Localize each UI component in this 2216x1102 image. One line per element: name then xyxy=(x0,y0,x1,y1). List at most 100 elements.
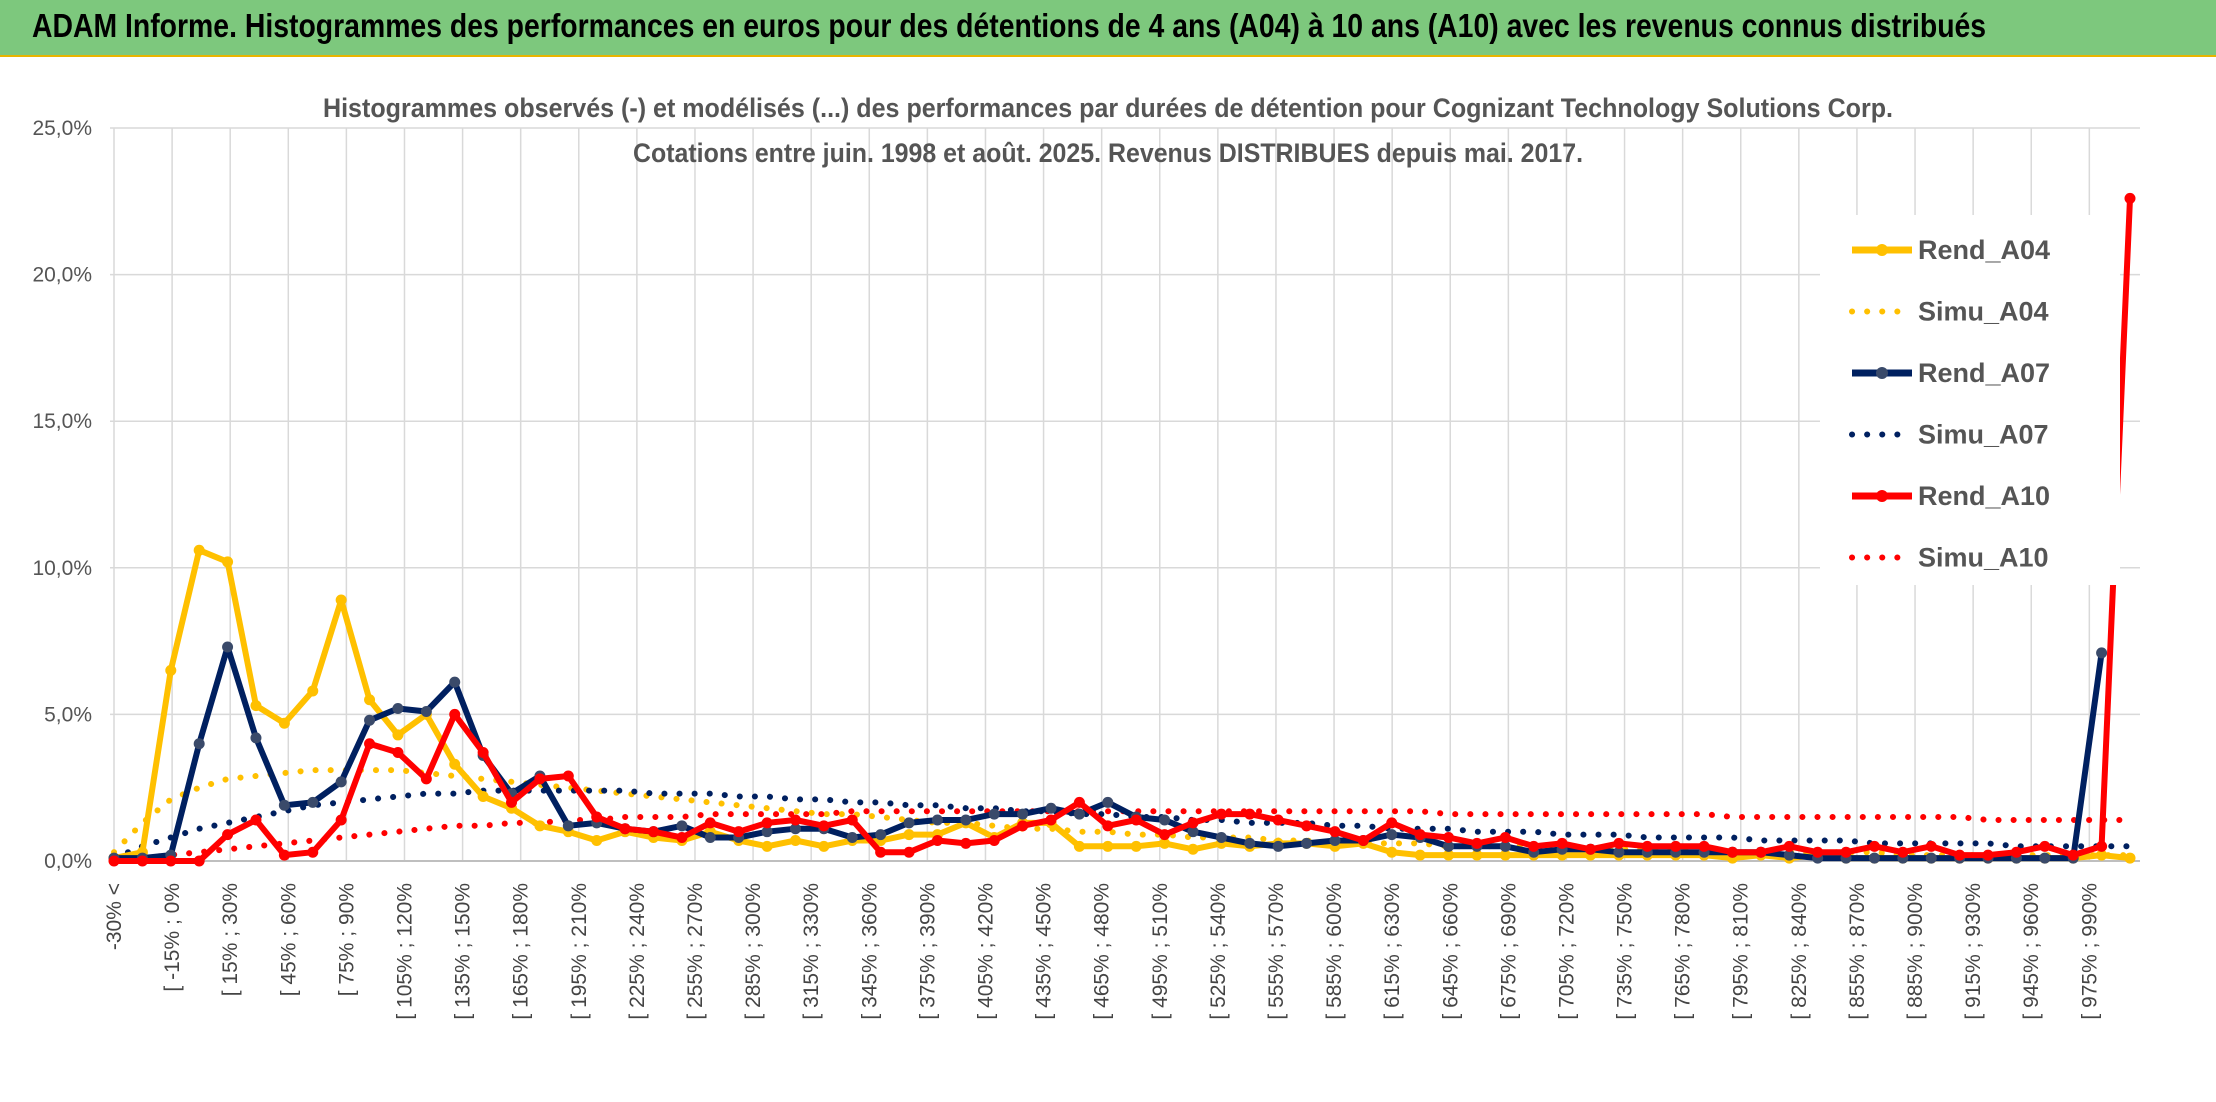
data-point xyxy=(1499,832,1511,844)
data-point xyxy=(2096,647,2108,659)
x-tick-label: [ 525% ; 540% xyxy=(1207,883,1230,1020)
data-point xyxy=(761,826,773,838)
y-axis-ticks: 0,0% 5,0% 10,0% 15,0% 20,0% 25,0% xyxy=(32,117,92,873)
data-point xyxy=(1499,840,1511,852)
data-point xyxy=(846,814,858,826)
data-point xyxy=(335,776,347,788)
data-point xyxy=(222,641,234,653)
data-point xyxy=(1925,840,1937,852)
data-point xyxy=(988,834,1000,846)
data-point xyxy=(1613,837,1625,849)
data-point xyxy=(2010,846,2022,858)
data-point xyxy=(193,855,205,867)
data-point xyxy=(1868,852,1880,864)
data-point xyxy=(1329,826,1341,838)
data-point xyxy=(704,832,716,844)
data-point xyxy=(1812,846,1824,858)
data-point xyxy=(420,705,432,717)
data-point xyxy=(1073,840,1085,852)
y-tick-label: 5,0% xyxy=(44,703,92,726)
x-tick-label: [ 225% ; 240% xyxy=(626,883,649,1020)
data-point xyxy=(1187,826,1199,838)
data-point xyxy=(1102,796,1114,808)
x-tick-label: [ 375% ; 390% xyxy=(916,883,939,1020)
x-tick-label: [ 615% ; 630% xyxy=(1381,883,1404,1020)
y-tick-label: 25,0% xyxy=(32,117,92,140)
data-point xyxy=(591,834,603,846)
data-point xyxy=(1244,808,1256,820)
data-point xyxy=(1641,840,1653,852)
data-point xyxy=(1301,837,1313,849)
data-point xyxy=(1130,840,1142,852)
data-point xyxy=(1471,849,1483,861)
data-point xyxy=(449,676,461,688)
data-point xyxy=(1670,840,1682,852)
data-point xyxy=(1272,814,1284,826)
data-point xyxy=(960,837,972,849)
data-point xyxy=(534,773,546,785)
data-point xyxy=(960,814,972,826)
legend: Rend_A04 Simu_A04 Rend_A07 Simu_A07 Rend_A10… xyxy=(1820,215,2120,585)
data-point xyxy=(392,729,404,741)
data-point xyxy=(534,820,546,832)
x-tick-label: [ 555% ; 570% xyxy=(1265,883,1288,1020)
data-point xyxy=(222,556,234,568)
legend-label: Rend_A10 xyxy=(1918,481,2050,511)
x-tick-label: [ 945% ; 960% xyxy=(2020,883,2043,1020)
x-tick-label: [ -15% ; 0% xyxy=(161,883,184,992)
data-point xyxy=(1868,840,1880,852)
data-point xyxy=(903,846,915,858)
data-point xyxy=(364,738,376,750)
data-point xyxy=(562,770,574,782)
data-point xyxy=(2039,852,2051,864)
data-point xyxy=(676,832,688,844)
data-point xyxy=(1499,849,1511,861)
data-point xyxy=(1045,814,1057,826)
x-tick-label: [ 675% ; 690% xyxy=(1497,883,1520,1020)
x-tick-label: [ 135% ; 150% xyxy=(452,883,475,1020)
data-point xyxy=(278,849,290,861)
data-point xyxy=(1755,846,1767,858)
report-banner: ADAM Informe. Histogrammes des performan… xyxy=(0,0,2216,57)
data-point xyxy=(761,840,773,852)
data-point xyxy=(392,703,404,715)
data-point xyxy=(1613,846,1625,858)
x-tick-label: [ 195% ; 210% xyxy=(568,883,591,1020)
y-tick-label: 0,0% xyxy=(44,850,92,873)
data-point xyxy=(1783,840,1795,852)
x-tick-label: [ 465% ; 480% xyxy=(1091,883,1114,1020)
x-tick-label: [ 255% ; 270% xyxy=(684,883,707,1020)
data-point xyxy=(619,823,631,835)
data-point xyxy=(1329,834,1341,846)
x-tick-label: [ 915% ; 930% xyxy=(1962,883,1985,1020)
data-point xyxy=(1159,837,1171,849)
data-point xyxy=(1585,843,1597,855)
data-point xyxy=(364,714,376,726)
data-point xyxy=(165,664,177,676)
data-point xyxy=(1215,808,1227,820)
x-tick-label: [ 105% ; 120% xyxy=(393,883,416,1020)
data-point xyxy=(704,817,716,829)
data-point xyxy=(2096,840,2108,852)
legend-label: Simu_A04 xyxy=(1918,297,2049,327)
data-point xyxy=(1471,837,1483,849)
data-point xyxy=(875,846,887,858)
chart-title: Histogrammes observés (-) et modélisés (… xyxy=(323,93,1893,123)
data-point xyxy=(1159,829,1171,841)
x-tick-label: [ 975% ; 990% xyxy=(2078,883,2101,1020)
x-tick-label: [ 855% ; 870% xyxy=(1846,883,1869,1020)
x-tick-label: [ 315% ; 330% xyxy=(800,883,823,1020)
legend-label: Rend_A04 xyxy=(1918,235,2050,265)
x-tick-label: [ 585% ; 600% xyxy=(1323,883,1346,1020)
data-point xyxy=(818,840,830,852)
x-tick-label: [ 285% ; 300% xyxy=(742,883,765,1020)
legend-box xyxy=(1820,215,2120,585)
data-point xyxy=(789,823,801,835)
x-tick-label: [ 435% ; 450% xyxy=(1033,883,1056,1020)
data-point xyxy=(1386,846,1398,858)
legend-marker xyxy=(1876,367,1888,379)
x-tick-label: [ 795% ; 810% xyxy=(1730,883,1753,1020)
report-title: ADAM Informe. Histogrammes des performan… xyxy=(32,7,1987,44)
data-point xyxy=(222,829,234,841)
